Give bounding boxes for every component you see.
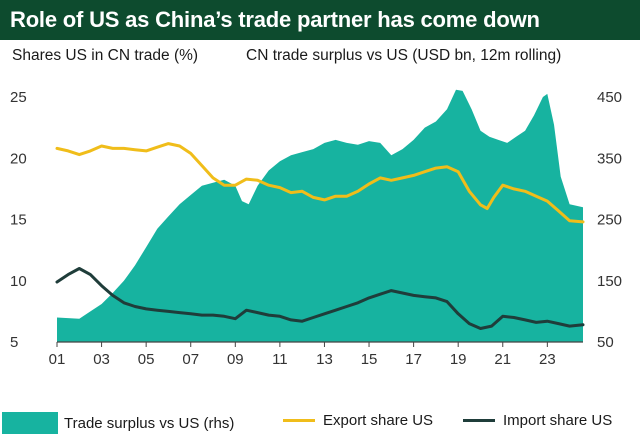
left-y-tick-label: 5	[10, 334, 18, 351]
x-tick-label: 19	[450, 351, 467, 368]
chart-title: Role of US as China’s trade partner has …	[10, 7, 540, 32]
x-tick-label: 23	[539, 351, 556, 368]
legend-label-import-share: Import share US	[503, 412, 613, 429]
legend-label-trade-surplus: Trade surplus vs US (rhs)	[64, 414, 235, 432]
legend: Trade surplus vs US (rhs) Export share U…	[0, 412, 640, 438]
x-tick-label: 05	[138, 351, 155, 368]
x-tick-label: 03	[93, 351, 110, 368]
legend-item-trade-surplus: Trade surplus vs US (rhs)	[2, 412, 234, 434]
left-y-tick-label: 20	[10, 150, 27, 167]
import-share-line	[55, 267, 585, 330]
x-tick-label: 07	[182, 351, 199, 368]
x-tick-label: 13	[316, 351, 333, 368]
legend-item-export-share: Export share US	[283, 412, 433, 429]
legend-swatch-import-line	[463, 419, 495, 422]
right-axis-label: CN trade surplus vs US (USD bn, 12m roll…	[246, 47, 562, 64]
left-axis-label: Shares US in CN trade (%)	[12, 47, 199, 64]
right-y-tick-label: 150	[597, 273, 622, 290]
right-y-tick-label: 450	[597, 89, 622, 106]
x-tick-label: 09	[227, 351, 244, 368]
right-y-tick-label: 350	[597, 150, 622, 167]
legend-label-export-share: Export share US	[323, 412, 434, 429]
x-tick-label: 01	[49, 351, 66, 368]
trade-surplus-area	[57, 89, 583, 342]
left-y-tick-label: 10	[10, 273, 27, 290]
chart-plot: 01 03 05 07 09 11 13 15 17 19 21 23 25 20 15 10 5 450 350 2…	[10, 89, 622, 368]
legend-swatch-export-line	[283, 419, 315, 422]
right-y-tick-label: 50	[597, 334, 614, 351]
x-tick-label: 11	[272, 351, 288, 368]
x-tick-label: 21	[494, 351, 511, 368]
left-y-tick-label: 15	[10, 212, 27, 229]
left-y-tick-label: 25	[10, 89, 27, 106]
x-tick-label: 15	[361, 351, 378, 368]
right-y-tick-label: 250	[597, 212, 622, 229]
x-tick-label: 17	[405, 351, 422, 368]
export-share-line	[55, 142, 585, 224]
legend-item-import-share: Import share US	[463, 412, 612, 429]
title-bar: Role of US as China’s trade partner has …	[0, 0, 640, 40]
legend-swatch-area	[2, 412, 58, 434]
